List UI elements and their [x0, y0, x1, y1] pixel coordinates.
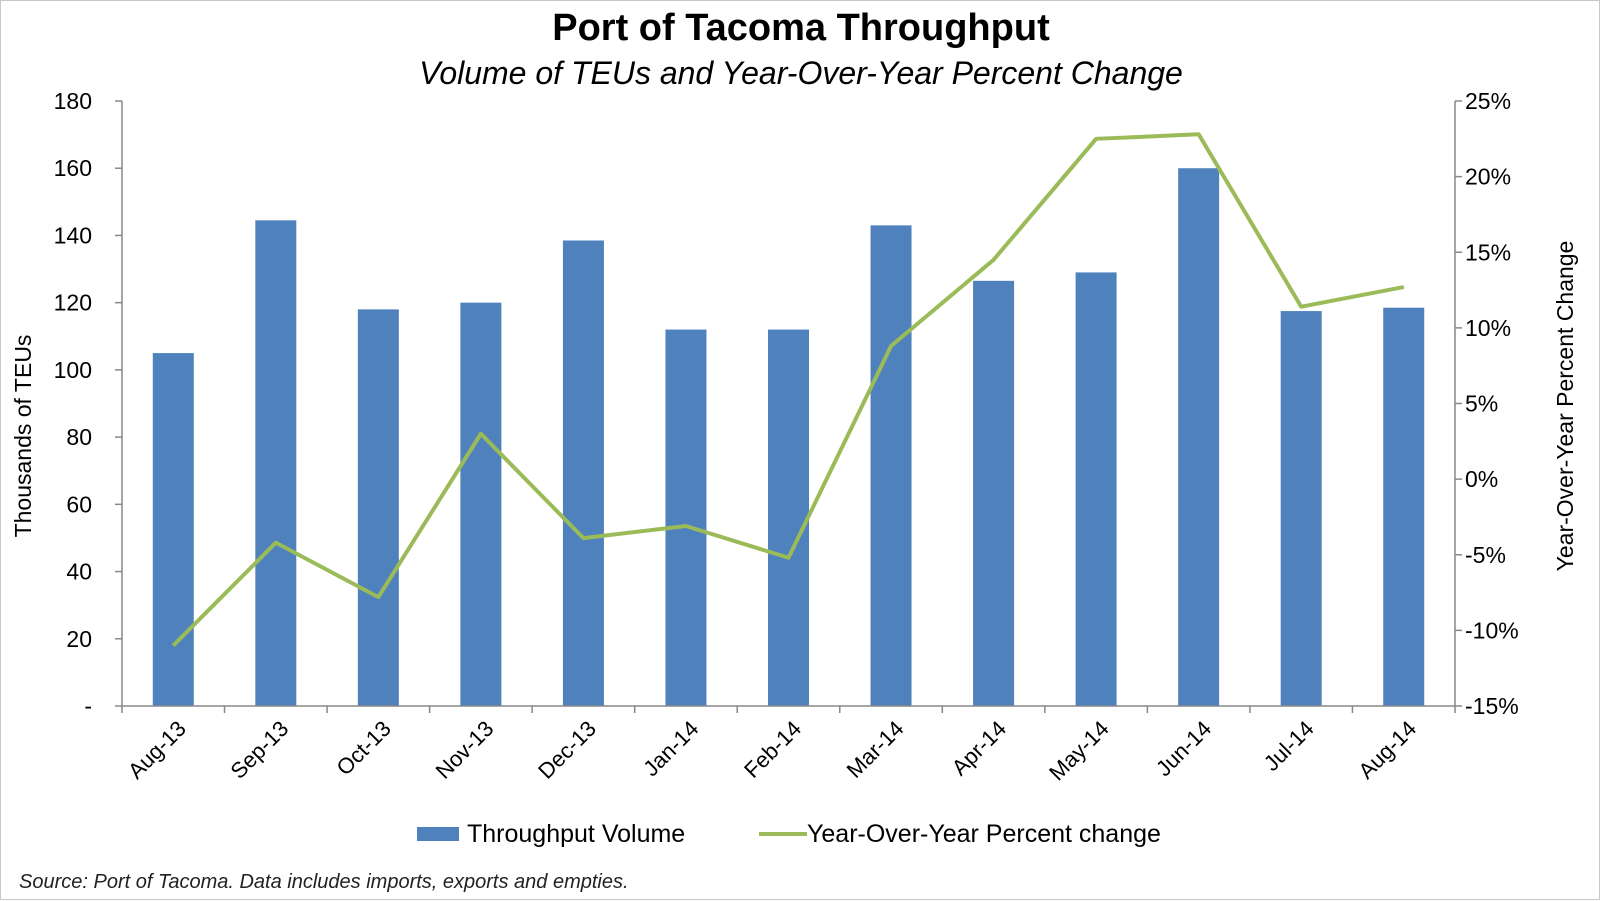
legend-label-throughput: Throughput Volume [467, 820, 685, 848]
y-tick-label: 140 [54, 222, 92, 248]
y-tick-label: 80 [66, 424, 92, 450]
bar-Mar-14 [870, 225, 912, 706]
yoy-point-Jul-14 [1300, 306, 1302, 308]
x-tick-label: Aug-13 [123, 716, 191, 784]
yoy-point-Apr-14 [993, 259, 995, 261]
y-tick-label: 160 [54, 155, 92, 181]
yoy-point-Sep-13 [275, 542, 277, 544]
y-tick-label: - [84, 693, 92, 719]
x-tick-label: Oct-13 [332, 716, 396, 780]
x-tick-label: Feb-14 [739, 716, 806, 783]
x-tick-label: Jan-14 [638, 716, 703, 781]
legend-label-yoy: Year-Over-Year Percent change [807, 820, 1161, 848]
y-tick-label: 100 [54, 357, 92, 383]
x-tick-label: Jun-14 [1151, 716, 1216, 781]
y2-tick-label: 15% [1465, 239, 1511, 265]
yoy-point-Jan-14 [685, 525, 687, 527]
bar-Aug-13 [152, 353, 194, 706]
yoy-point-Oct-13 [377, 596, 379, 598]
y-tick-label: 60 [66, 491, 92, 517]
y-tick-label: 180 [54, 88, 92, 114]
yoy-point-Dec-13 [582, 537, 584, 539]
x-tick-label: Jul-14 [1259, 716, 1319, 776]
bar-May-14 [1075, 272, 1117, 706]
x-tick-label: Dec-13 [533, 716, 601, 784]
yoy-point-Aug-13 [172, 645, 174, 646]
y2-tick-label: 25% [1465, 88, 1511, 114]
y2-tick-label: 5% [1465, 391, 1498, 417]
bar-Sep-13 [255, 220, 297, 706]
bar-Aug-14 [1383, 307, 1425, 706]
legend: Throughput Volume Year-Over-Year Percent… [417, 820, 1161, 848]
x-tick-label: Sep-13 [225, 716, 293, 784]
bar-Dec-13 [562, 240, 604, 706]
bar-Jun-14 [1178, 168, 1220, 706]
y-tick-label: 120 [54, 290, 92, 316]
bar-Oct-13 [357, 309, 399, 706]
x-tick-label: Apr-14 [947, 716, 1011, 780]
legend-swatch-throughput [417, 827, 459, 841]
y2-tick-label: -15% [1465, 693, 1519, 719]
yoy-point-May-14 [1095, 138, 1097, 140]
x-tick-label: May-14 [1044, 716, 1114, 786]
y-tick-label: 40 [66, 559, 92, 585]
line-series [171, 132, 1405, 647]
yoy-point-Jun-14 [1198, 133, 1200, 135]
bar-Feb-14 [768, 329, 809, 706]
x-tick-label: Nov-13 [431, 716, 499, 784]
y-tick-label: 20 [66, 626, 92, 652]
y2-axis-title: Year-Over-Year Percent Change [1552, 241, 1578, 572]
chart-subtitle: Volume of TEUs and Year-Over-Year Percen… [419, 55, 1183, 91]
bar-Apr-14 [973, 280, 1015, 706]
x-tick-label: Aug-14 [1353, 716, 1421, 784]
yoy-point-Feb-14 [788, 557, 789, 559]
y2-tick-label: -10% [1465, 617, 1519, 643]
bar-Nov-13 [460, 302, 502, 706]
bar-series [152, 168, 1425, 706]
y2-tick-label: 10% [1465, 315, 1511, 341]
bar-Jan-14 [665, 329, 707, 706]
y2-tick-label: 0% [1465, 466, 1498, 492]
y2-tick-label: 20% [1465, 164, 1511, 190]
source-note: Source: Port of Tacoma. Data includes im… [19, 871, 629, 893]
x-tick-label: Mar-14 [842, 716, 909, 783]
y-axis-title: Thousands of TEUs [10, 335, 36, 538]
y2-tick-label: -5% [1465, 542, 1506, 568]
yoy-point-Nov-13 [480, 433, 482, 435]
bar-Jul-14 [1280, 311, 1322, 706]
yoy-point-Aug-14 [1403, 286, 1405, 288]
chart-title: Port of Tacoma Throughput [552, 7, 1050, 49]
yoy-point-Mar-14 [890, 345, 892, 347]
